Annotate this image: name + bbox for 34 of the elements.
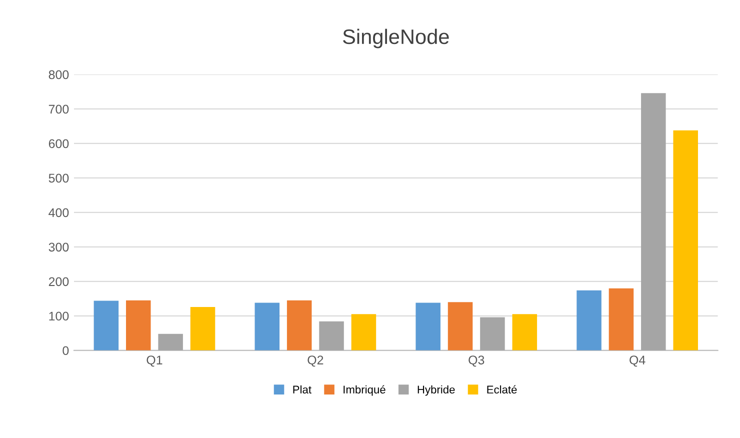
x-tick-label: Q3 <box>468 356 484 367</box>
bar <box>448 302 473 350</box>
y-tick-label: 700 <box>48 104 69 114</box>
y-tick-label: 300 <box>48 242 69 252</box>
bar <box>126 300 151 350</box>
x-tick-label: Q1 <box>146 356 162 367</box>
chart-title: SingleNode <box>342 28 449 48</box>
y-tick-label: 800 <box>48 70 69 80</box>
y-tick-label: 100 <box>49 312 69 321</box>
legend-label: Plat <box>293 385 312 394</box>
bar <box>673 130 698 350</box>
y-tick-label: 400 <box>48 208 69 218</box>
bar <box>94 300 119 350</box>
y-tick-label: 600 <box>48 139 69 148</box>
bar <box>416 302 440 350</box>
bar <box>319 321 344 350</box>
y-tick-label: 200 <box>48 277 69 286</box>
x-tick-label: Q4 <box>630 356 646 367</box>
bar <box>576 290 602 350</box>
legend-label: Eclaté <box>487 385 517 394</box>
x-tick-label: Q2 <box>308 356 324 367</box>
y-tick-label: 500 <box>48 174 69 183</box>
y-tick-label: 0 <box>62 346 69 356</box>
bar <box>190 306 216 350</box>
bar <box>254 302 280 350</box>
legend-label: Hybride <box>418 385 455 396</box>
bar <box>608 288 634 350</box>
bar <box>351 314 376 350</box>
bar <box>286 300 312 350</box>
bar <box>641 93 666 350</box>
bar <box>512 314 538 350</box>
bar <box>480 317 505 350</box>
bar <box>158 334 183 350</box>
legend-label: Imbriqué <box>344 385 386 396</box>
